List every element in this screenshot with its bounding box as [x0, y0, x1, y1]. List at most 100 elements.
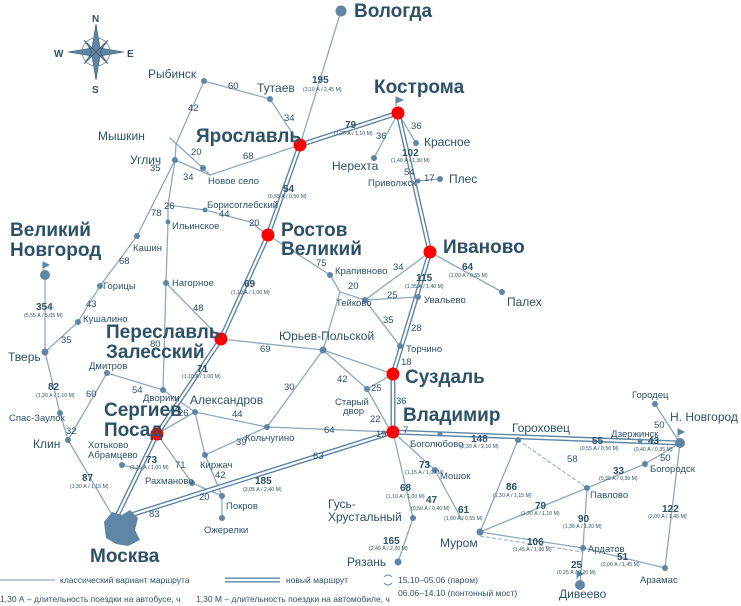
node-ryazan[interactable] [394, 558, 402, 566]
node-palekh[interactable] [499, 289, 505, 295]
node-arzamas[interactable] [662, 565, 668, 571]
node-dmitrov[interactable] [104, 370, 110, 376]
label-privolzhsk: Приволжск [368, 178, 417, 189]
node-spas-zaulok[interactable] [57, 410, 63, 416]
ferry-murom-pavlovo [479, 487, 588, 533]
road-gorodets [654, 403, 681, 444]
node-goritsy[interactable] [97, 283, 103, 289]
node-kolchugino[interactable] [264, 424, 270, 430]
node-rakhmanovo[interactable] [189, 480, 195, 486]
dist: 35 [61, 335, 72, 346]
key-pereslavl[interactable] [214, 332, 228, 346]
road-arzamas-nnovgorod [664, 442, 681, 569]
node-aleksandrov[interactable] [192, 409, 198, 415]
node-uvalyevo[interactable] [415, 294, 421, 300]
compass-e: E [127, 49, 134, 60]
road-network [44, 10, 681, 586]
key-suzdal[interactable] [386, 367, 400, 381]
route-rostov-pereslavl [219, 233, 270, 341]
node-ilyinskoe[interactable] [165, 219, 171, 225]
flag-novgorod [42, 261, 51, 270]
label-spas-zaulok: Спас-Заулок [9, 413, 66, 424]
route-ivanovo-suzdal [391, 250, 432, 376]
dist: 165 [383, 536, 400, 547]
label-ivanovo: Иваново [443, 237, 525, 258]
key-rostov[interactable] [261, 228, 275, 242]
route-yaroslavl-rostov [266, 143, 302, 237]
node-krapivnovo[interactable] [327, 272, 333, 278]
node-diveevo[interactable] [575, 580, 585, 590]
key-vladimir[interactable] [386, 425, 400, 439]
dist: 64 [462, 262, 474, 273]
road-yuryev-kolchugino [266, 349, 324, 428]
label-kushalino: Кушалино [83, 314, 128, 325]
node-novoe-selo[interactable] [200, 165, 206, 171]
node-ardatov[interactable] [580, 545, 586, 551]
dist-sub: (0,30 А / 0,30 М) [599, 476, 638, 482]
node-n-novgorod[interactable] [675, 438, 685, 448]
node-mashok[interactable] [432, 467, 438, 473]
dist-sub: (1,10 А / 1,00 М) [231, 290, 270, 296]
node-dvoriki[interactable] [160, 387, 166, 393]
legend-ferry-icon [383, 574, 393, 586]
label-gorodets: Городец [632, 390, 669, 401]
road-tutaev-yaroslavl [269, 98, 301, 146]
node-pokrov[interactable] [219, 493, 225, 499]
node-murom[interactable] [476, 528, 484, 536]
dist-sub: (3,10 А / 2,45 М) [303, 87, 342, 93]
node-kashin[interactable] [134, 233, 140, 239]
road-teykovo-yuryev [322, 291, 341, 351]
node-uglich[interactable] [172, 157, 178, 163]
ferry-murom-ardatov [479, 535, 584, 553]
label-kolchugino: Кольчугино [245, 433, 294, 444]
node-pavlovo[interactable] [584, 485, 590, 491]
node-ples[interactable] [437, 176, 443, 182]
label-myshkin: Мышкин [98, 129, 145, 143]
node-borisoglebsky[interactable] [202, 207, 208, 213]
node-staryy-dvor[interactable] [364, 386, 370, 392]
dist: 19 [376, 429, 387, 440]
dist: 48 [193, 303, 204, 314]
node-gorodets[interactable] [652, 401, 658, 407]
dist-sub: (1,40 А / 1,30 М) [391, 158, 430, 164]
node-krasnoe[interactable] [413, 140, 419, 146]
moskva-city-shape [104, 510, 140, 546]
dist-sub: (2,30 А / 2,10 М) [460, 444, 499, 450]
node-teykovo[interactable] [362, 297, 368, 303]
node-nagornoe[interactable] [163, 280, 169, 286]
node-torchino[interactable] [397, 343, 403, 349]
node-bogolyubovo[interactable] [437, 431, 443, 437]
node-rybinsk[interactable] [201, 78, 207, 84]
label-rostov-1: Ростов [281, 220, 347, 241]
node-nerekhta[interactable] [371, 155, 377, 161]
node-ozherelki[interactable] [219, 515, 225, 521]
node-gus[interactable] [410, 515, 416, 521]
dist: 79 [535, 501, 547, 512]
node-velikiy-novgorod[interactable] [40, 270, 50, 280]
node-bogorodsk[interactable] [642, 461, 648, 467]
key-sergiev[interactable] [150, 427, 164, 441]
key-ivanovo[interactable] [423, 245, 437, 259]
node-kushalino[interactable] [75, 319, 81, 325]
node-vologda[interactable] [335, 5, 347, 17]
dist-sub: (0,25 А / 0,20 М) [557, 570, 596, 576]
node-khotkovo[interactable] [119, 462, 125, 468]
key-yaroslavl[interactable] [293, 138, 307, 152]
road-nagornoe-pereslavl [165, 282, 222, 340]
dist: 185 [255, 476, 272, 487]
dist: 39 [236, 437, 247, 448]
node-yuryev[interactable] [319, 346, 327, 354]
dist: 69 [244, 279, 256, 290]
label-uglich: Углич [130, 153, 161, 167]
node-dzerzhinsk[interactable] [637, 438, 643, 444]
key-kostroma[interactable] [391, 106, 405, 120]
node-gorokhovets[interactable] [515, 437, 521, 443]
road-gus-ryazan [397, 517, 414, 563]
node-kirzhach[interactable] [202, 452, 208, 458]
node-tver[interactable] [41, 348, 49, 356]
node-tutaev[interactable] [267, 96, 273, 102]
label-khotkovo: Хотьково [88, 440, 128, 451]
node-klin[interactable] [65, 437, 71, 443]
node-privolzhsk[interactable] [415, 178, 421, 184]
dist-sub: (1,10 А / 1,00 М) [182, 374, 221, 380]
